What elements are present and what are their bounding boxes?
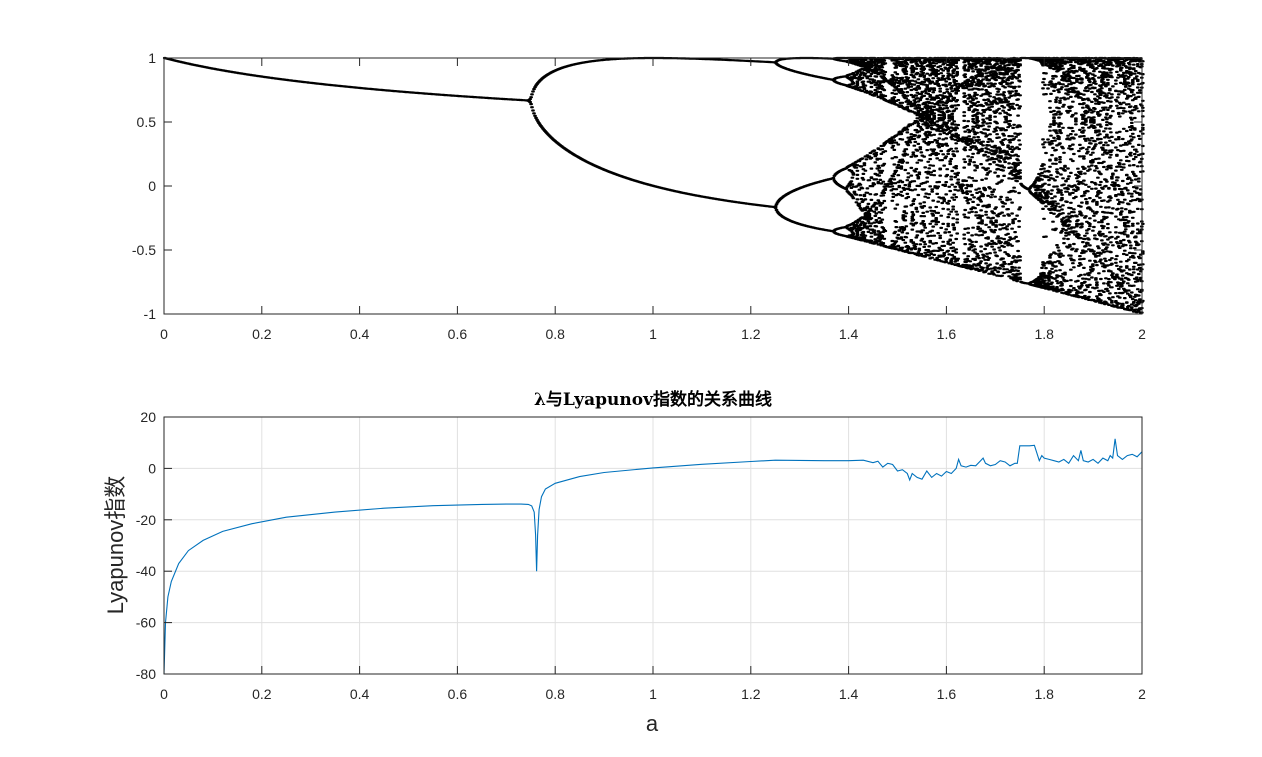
lyapunov-y-tick-label: -20 — [136, 512, 156, 528]
lyapunov-chart-title: λ与Lyapunov指数的关系曲线 — [534, 389, 772, 410]
lyapunov-x-tick-label: 2 — [1138, 686, 1146, 702]
lyapunov-x-tick-label: 0.8 — [545, 686, 565, 702]
lyapunov-y-tick-label: 20 — [140, 409, 156, 425]
bifurcation-y-tick-label: 1 — [148, 50, 156, 66]
lyapunov-x-tick-label: 0 — [160, 686, 168, 702]
lyapunov-y-tick-label: 0 — [148, 460, 156, 476]
bifurcation-y-tick-label: 0 — [148, 178, 156, 194]
lyapunov-x-tick-label: 0.6 — [448, 686, 468, 702]
lyapunov-x-tick-label: 0.4 — [350, 686, 370, 702]
lyapunov-x-tick-label: 0.2 — [252, 686, 272, 702]
bifurcation-y-tick-label: -1 — [144, 306, 157, 322]
lyapunov-series-line — [163, 438, 1143, 675]
lyapunov-x-tick-label: 1.8 — [1034, 686, 1054, 702]
lyapunov-x-tick-label: 1.6 — [937, 686, 957, 702]
bifurcation-x-tick-label: 1.6 — [937, 326, 957, 342]
lyapunov-x-tick-label: 1.2 — [741, 686, 761, 702]
bifurcation-x-tick-label: 0.4 — [350, 326, 370, 342]
bifurcation-x-tick-label: 0 — [160, 326, 168, 342]
bifurcation-axes: 0 0.2 0.4 0.6 0.8 1 1.2 1.4 1.6 1.8 2 1 0.5 0 -0.5 -1 — [132, 50, 1146, 342]
bifurcation-ticks: 0 0.2 0.4 0.6 0.8 1 1.2 1.4 1.6 1.8 2 1 0.5 0 -0.5 -1 — [132, 50, 1146, 342]
bifurcation-y-tick-label: -0.5 — [132, 242, 156, 258]
lyapunov-y-tick-label: -60 — [136, 615, 156, 631]
lyapunov-y-tick-label: -80 — [136, 666, 156, 682]
bifurcation-axes-frame — [163, 57, 1143, 315]
bifurcation-x-tick-label: 0.8 — [545, 326, 565, 342]
bifurcation-x-tick-label: 0.2 — [252, 326, 272, 342]
bifurcation-x-tick-label: 0.6 — [448, 326, 468, 342]
bifurcation-x-tick-label: 2 — [1138, 326, 1146, 342]
bifurcation-x-tick-label: 1.4 — [839, 326, 859, 342]
lyapunov-y-axis-label: Lyapunov指数 — [103, 476, 128, 615]
lyapunov-x-tick-label: 1 — [649, 686, 657, 702]
bifurcation-x-tick-label: 1 — [649, 326, 657, 342]
bifurcation-y-tick-label: 0.5 — [137, 114, 157, 130]
lyapunov-x-axis-label: a — [646, 711, 659, 736]
bifurcation-x-tick-label: 1.2 — [741, 326, 761, 342]
lyapunov-axes-frame — [163, 416, 1143, 675]
lyapunov-x-tick-label: 1.4 — [839, 686, 859, 702]
bifurcation-x-tick-label: 1.8 — [1034, 326, 1054, 342]
lyapunov-axes: λ与Lyapunov指数的关系曲线 0 0.2 0.4 0.6 0.8 1 1.2 1.4 1.… — [103, 389, 1146, 736]
lyapunov-ticks: 0 0.2 0.4 0.6 0.8 1 1.2 1.4 1.6 1.8 2 20 0 -20 -40 -60 -… — [136, 409, 1146, 702]
lyapunov-y-tick-label: -40 — [136, 563, 156, 579]
